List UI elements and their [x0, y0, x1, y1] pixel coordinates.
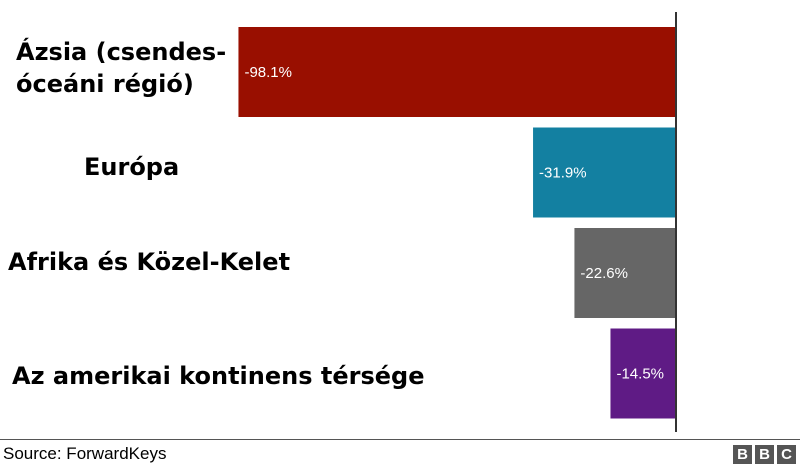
- bbc-logo-letter: B: [733, 445, 752, 464]
- bar-value-label: -31.9%: [539, 165, 587, 182]
- category-label-line: óceáni régió): [16, 70, 194, 98]
- bar-chart: -98.1% Ázsia (csendes-óceáni régió) -31.9%…: [8, 12, 677, 432]
- category-label-line: Afrika és Közel-Kelet: [8, 248, 290, 276]
- bar: [574, 228, 675, 318]
- bar: [238, 27, 675, 117]
- category-label-line: Ázsia (csendes-: [16, 37, 226, 66]
- bbc-logo-letter: B: [755, 445, 774, 464]
- footer-divider: [0, 439, 800, 440]
- bar: [533, 127, 675, 218]
- category-label: Az amerikai kontinens térsége: [12, 362, 424, 390]
- bbc-logo: B B C: [733, 445, 796, 464]
- source-label: Source: ForwardKeys: [3, 444, 167, 463]
- category-label: Európa: [84, 153, 179, 181]
- bar-value-label: -22.6%: [580, 265, 628, 282]
- category-label: Afrika és Közel-Kelet: [8, 248, 290, 276]
- bar: [610, 328, 675, 419]
- bbc-logo-letter: C: [777, 445, 796, 464]
- bar-value-label: -98.1%: [244, 64, 292, 81]
- category-label: Ázsia (csendes-óceáni régió): [16, 37, 226, 98]
- category-label-line: Európa: [84, 153, 179, 181]
- bar-value-label: -14.5%: [616, 366, 664, 383]
- category-label-line: Az amerikai kontinens térsége: [12, 362, 424, 390]
